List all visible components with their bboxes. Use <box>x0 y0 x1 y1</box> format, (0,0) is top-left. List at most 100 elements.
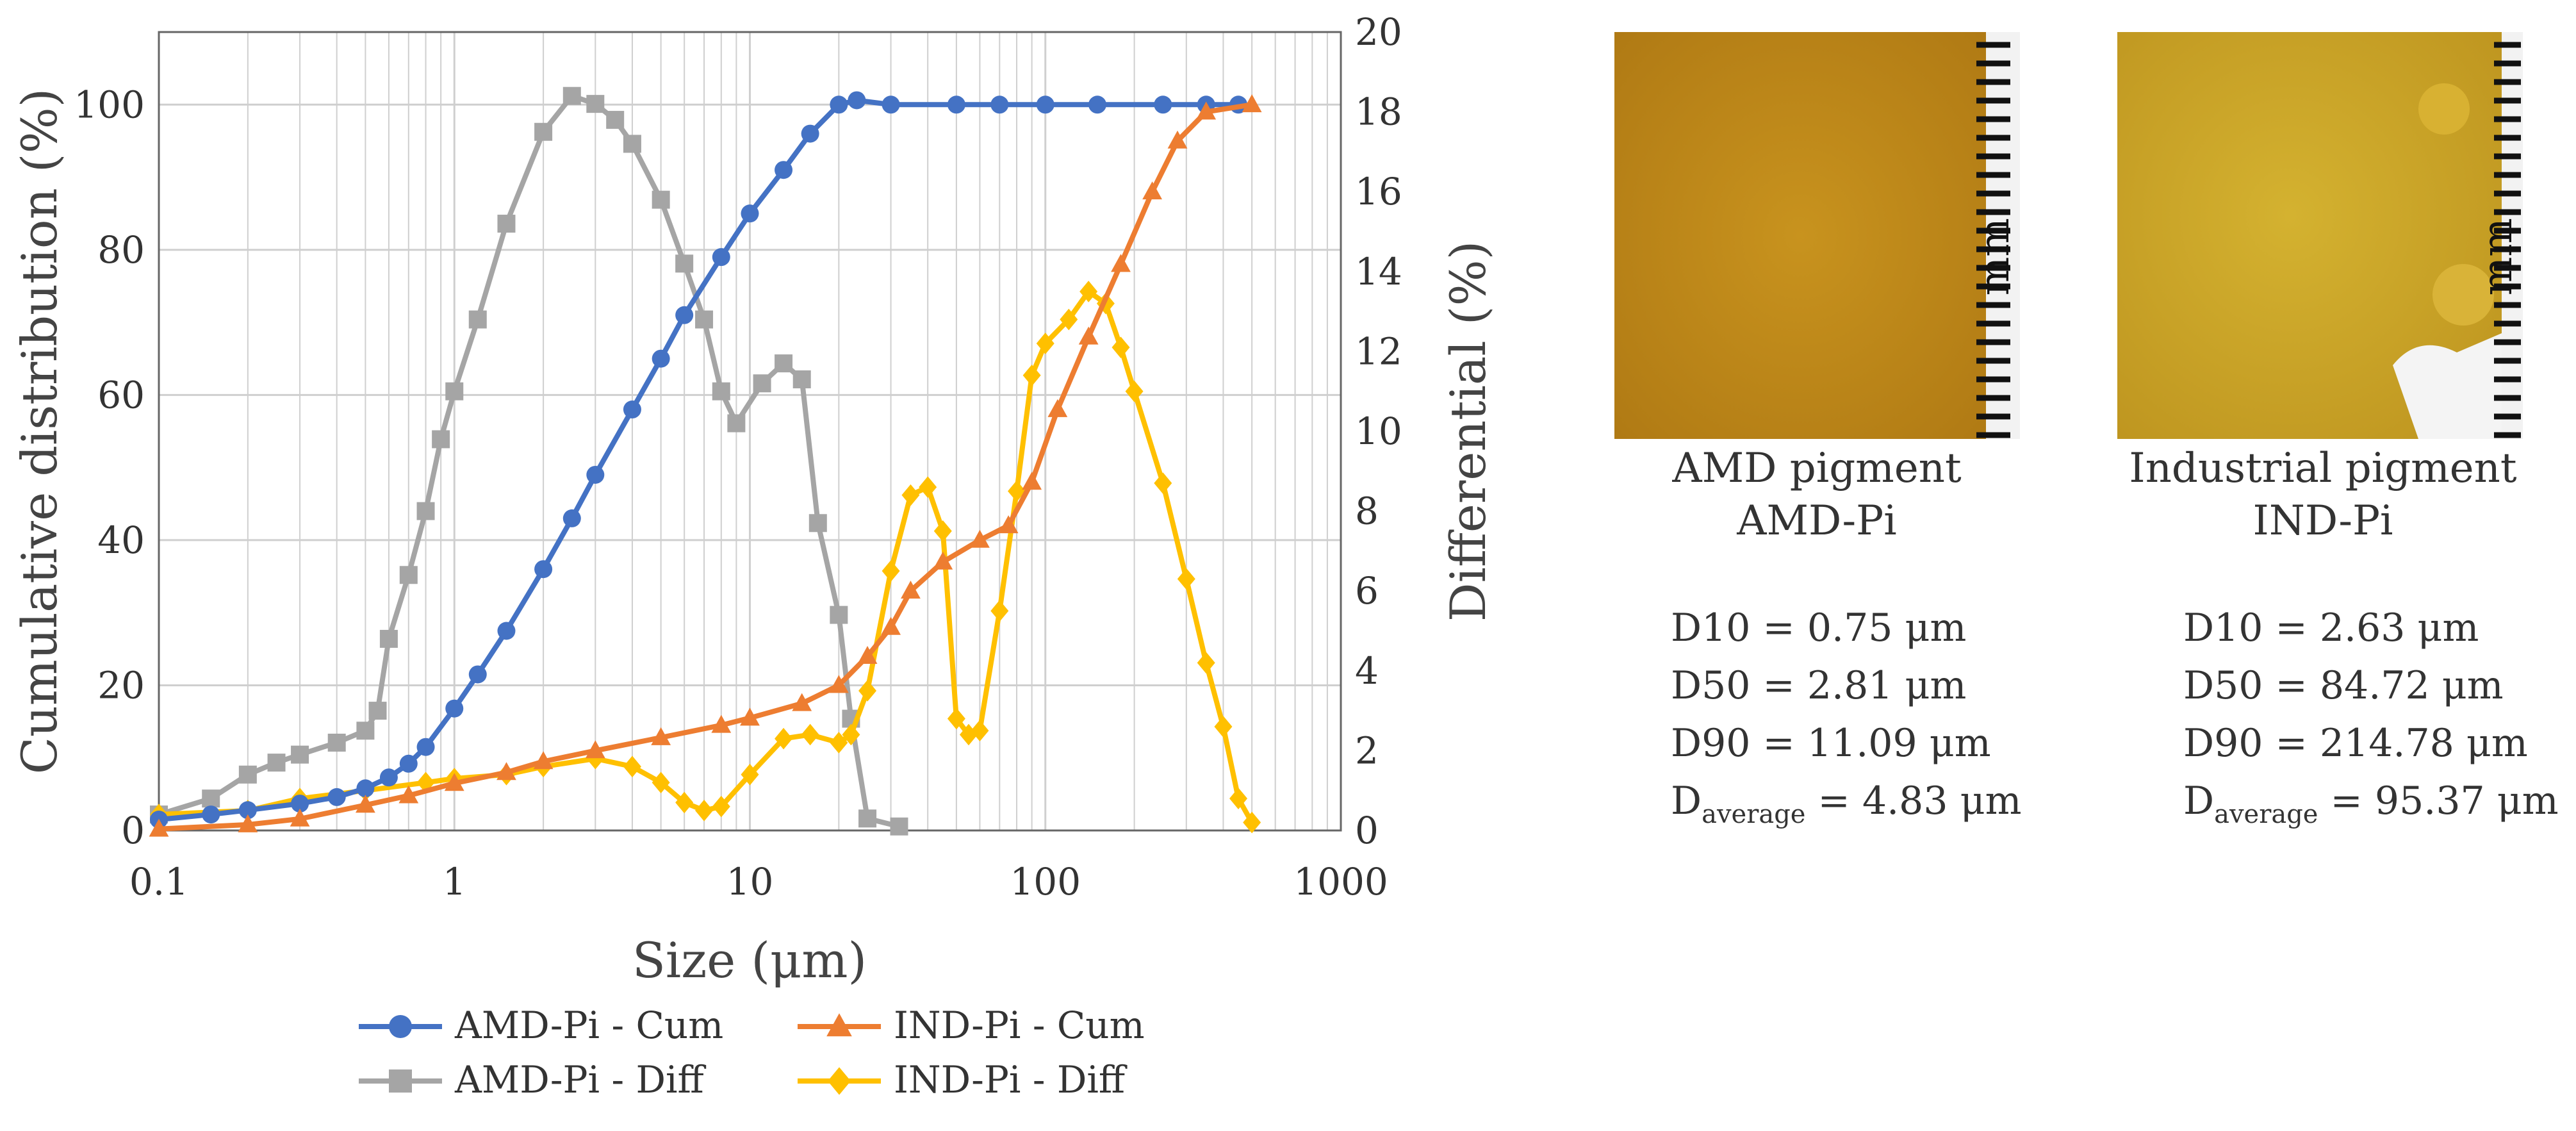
sample-photo-ind: mm <box>2117 32 2523 439</box>
legend: AMD-Pi - Cum IND-Pi - Cum AMD-Pi - Diff IND… <box>359 1003 1145 1102</box>
data-point <box>753 374 771 393</box>
data-point <box>291 745 309 764</box>
data-point <box>623 135 641 153</box>
data-point <box>712 382 730 400</box>
data-point <box>149 818 169 837</box>
data-point <box>727 414 746 433</box>
data-point <box>830 732 848 754</box>
y-right-tick-label: 10 <box>1355 409 1402 453</box>
data-point <box>858 809 877 828</box>
data-point <box>881 616 901 635</box>
data-point <box>651 727 671 745</box>
data-point <box>890 817 908 836</box>
data-point <box>901 581 921 599</box>
data-point <box>1242 94 1262 113</box>
data-point <box>497 215 516 233</box>
daverage-prefix: D <box>2183 779 2215 823</box>
data-point <box>695 800 714 821</box>
data-point <box>947 95 965 114</box>
y-left-tick-label: 100 <box>74 83 145 126</box>
data-point <box>828 1067 851 1095</box>
data-point <box>1229 788 1248 809</box>
legend-item: AMD-Pi - Diff <box>359 1058 707 1102</box>
data-point <box>586 95 605 113</box>
data-point <box>712 248 730 267</box>
data-point <box>842 723 860 746</box>
data-point <box>606 111 625 129</box>
daverage-value: Daverage = 4.83 μm <box>1671 772 2021 843</box>
data-point <box>947 707 965 730</box>
daverage-prefix: D <box>1671 779 1702 823</box>
legend-label: IND-Pi - Diff <box>894 1058 1128 1102</box>
data-point <box>741 204 759 223</box>
daverage-subscript: average <box>2214 800 2318 829</box>
data-point <box>675 791 694 814</box>
series-amd-pi-diff <box>150 87 908 836</box>
data-point <box>238 765 257 784</box>
daverage-number: = 4.83 μm <box>1805 779 2022 823</box>
series-ind-pi-cum <box>149 94 1262 837</box>
data-point <box>652 772 670 794</box>
sample-caption-ind: Industrial pigment IND-Pi <box>2099 442 2547 547</box>
data-point <box>1022 364 1041 386</box>
data-point <box>1060 308 1078 331</box>
data-point <box>368 702 387 720</box>
data-point <box>675 306 694 324</box>
daverage-value: Daverage = 95.37 μm <box>2183 772 2559 843</box>
data-point <box>801 723 819 746</box>
x-tick-label: 1 <box>443 860 466 904</box>
data-point <box>445 699 464 718</box>
data-point <box>1177 568 1195 590</box>
daverage-number: = 95.37 μm <box>2318 779 2559 823</box>
y-right-tick-label: 8 <box>1355 490 1379 533</box>
data-point <box>901 484 920 506</box>
data-point <box>1197 652 1215 674</box>
y-left-tick-label: 60 <box>97 373 145 417</box>
data-point <box>792 693 812 711</box>
stats-amd: D10 = 0.75 μm D50 = 2.81 μm D90 = 11.09 … <box>1671 599 2021 843</box>
data-point <box>652 190 670 209</box>
yellow-pigment-photo-icon <box>1614 32 2020 439</box>
data-point <box>1022 472 1042 490</box>
plot-frame <box>158 31 1342 832</box>
particle-size-chart: 0.1 1 10 100 1000020406080100024681012141618… <box>11 10 1497 1102</box>
data-point <box>562 87 581 105</box>
series-line <box>158 102 1252 832</box>
data-point <box>468 665 487 684</box>
data-point <box>828 675 849 693</box>
data-point <box>356 779 375 798</box>
caption-line2: AMD-Pi <box>1737 497 1897 545</box>
data-point <box>1142 181 1162 200</box>
data-point <box>238 814 258 832</box>
data-point <box>1036 333 1054 354</box>
y-right-tick-label: 2 <box>1355 729 1379 772</box>
data-point <box>1112 336 1130 358</box>
data-point <box>970 529 990 548</box>
data-point <box>1154 95 1172 114</box>
legend-label: AMD-Pi - Diff <box>454 1058 707 1102</box>
daverage-subscript: average <box>1702 800 1806 829</box>
legend-label: IND-Pi - Cum <box>894 1003 1145 1047</box>
data-point <box>379 768 398 787</box>
x-tick-label: 100 <box>1010 860 1081 904</box>
data-point <box>291 795 309 813</box>
y-axis-right-label: Differential (%) <box>1440 241 1497 622</box>
data-point <box>623 755 641 778</box>
y-right-tick-label: 20 <box>1355 10 1402 54</box>
data-point <box>652 349 670 368</box>
data-point <box>919 476 937 499</box>
y-left-tick-label: 80 <box>97 228 145 272</box>
data-point <box>399 566 418 584</box>
caption-line2: IND-Pi <box>2252 497 2393 545</box>
data-point <box>290 808 310 827</box>
data-point <box>468 310 487 329</box>
data-point <box>445 382 464 400</box>
series-layer <box>149 87 1262 837</box>
caption-line1: AMD pigment <box>1672 445 1962 492</box>
y-right-tick-label: 0 <box>1355 809 1379 852</box>
data-point <box>1036 95 1054 114</box>
scale-unit-label: mm <box>2474 218 2522 296</box>
data-point <box>379 629 398 648</box>
data-point <box>1047 399 1068 417</box>
scale-unit-label: mm <box>1971 218 2019 296</box>
